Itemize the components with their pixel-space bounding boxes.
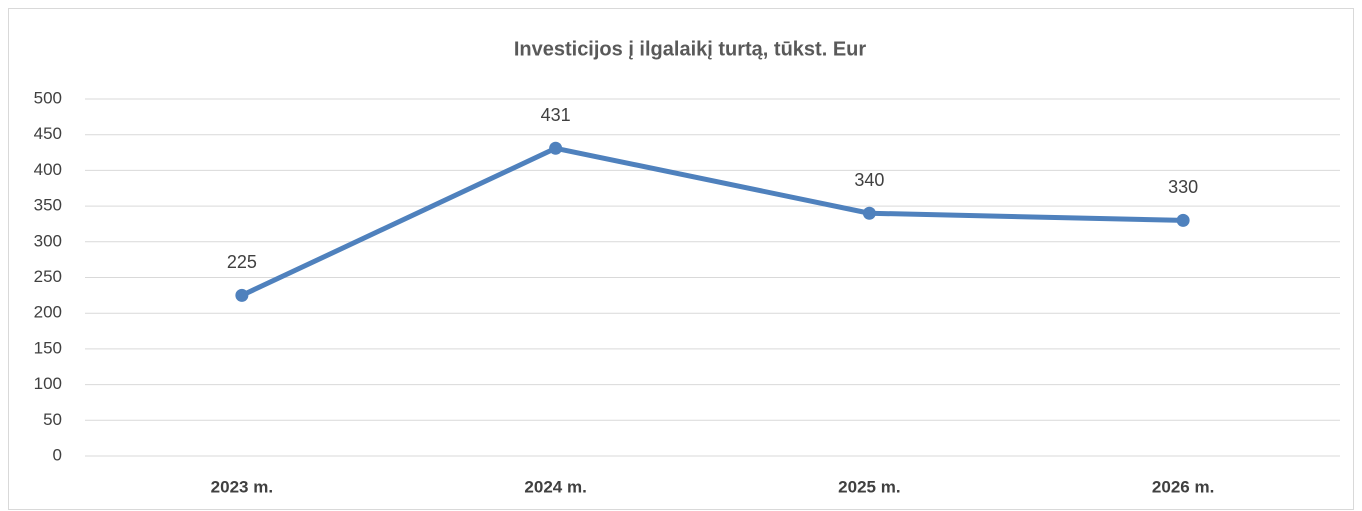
point xyxy=(1176,213,1190,227)
y-tick-label: 100 xyxy=(34,374,62,393)
line xyxy=(239,145,1186,298)
data-label: 431 xyxy=(541,105,571,125)
y-tick-label: 450 xyxy=(34,124,62,143)
chart-title: Investicijos į ilgalaikį turtą, tūkst. E… xyxy=(514,38,867,60)
data-label: 340 xyxy=(854,170,884,190)
x-tick-label: 2023 m. xyxy=(211,477,273,496)
y-tick-label: 300 xyxy=(34,231,62,250)
y-tick-label: 400 xyxy=(34,160,62,179)
y-tick-label: 50 xyxy=(43,410,62,429)
data-label: 225 xyxy=(227,252,257,272)
data-label: 330 xyxy=(1168,177,1198,197)
x-tick-label: 2025 m. xyxy=(838,477,900,496)
point xyxy=(862,206,876,220)
y-tick-label: 500 xyxy=(34,88,62,107)
point xyxy=(549,141,563,155)
x-tick-label: 2026 m. xyxy=(1152,477,1214,496)
point xyxy=(235,288,249,302)
x-tick-label: 2024 m. xyxy=(524,477,586,496)
chart-border xyxy=(8,8,1354,510)
y-tick-label: 0 xyxy=(53,445,62,464)
y-tick-label: 250 xyxy=(34,267,62,286)
y-tick-label: 150 xyxy=(34,338,62,357)
y-tick-label: 200 xyxy=(34,303,62,322)
y-tick-label: 350 xyxy=(34,196,62,215)
